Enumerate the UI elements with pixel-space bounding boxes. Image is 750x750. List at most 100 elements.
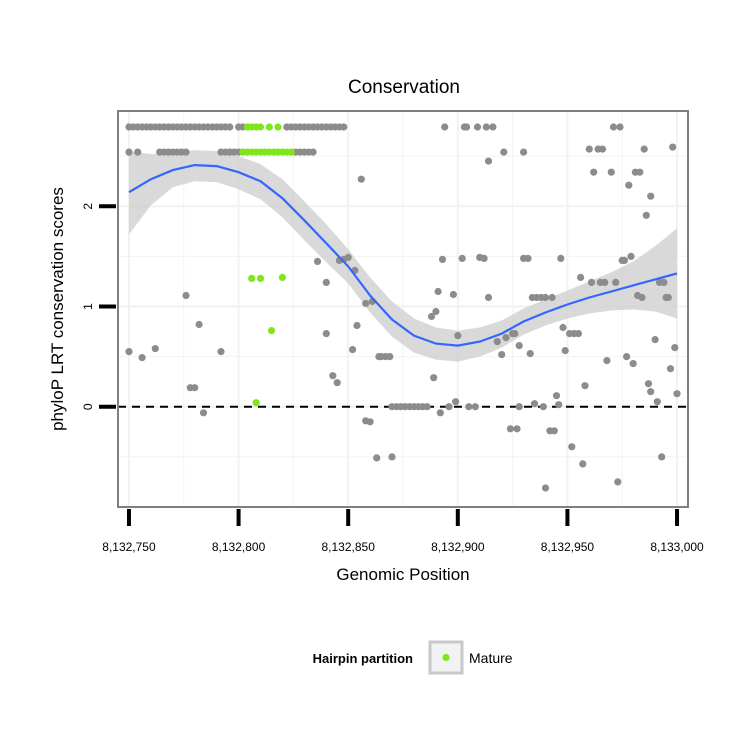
data-point <box>669 143 677 151</box>
data-point <box>614 478 622 486</box>
data-point <box>191 384 199 392</box>
data-point <box>620 256 629 264</box>
x-tick-label: 8,132,950 <box>541 540 595 554</box>
data-point <box>601 278 609 286</box>
mature-point <box>256 123 265 131</box>
data-point <box>550 427 558 435</box>
mature-point <box>265 123 273 131</box>
data-point <box>217 348 225 356</box>
data-point <box>651 336 659 344</box>
x-tick-label: 8,132,850 <box>321 540 375 554</box>
data-point <box>349 346 357 354</box>
data-point <box>574 330 583 338</box>
data-point <box>647 192 655 200</box>
data-point <box>430 374 438 382</box>
data-point <box>609 123 618 131</box>
data-point <box>362 299 370 308</box>
data-point <box>552 392 561 400</box>
data-point <box>607 168 615 176</box>
data-point <box>590 168 598 176</box>
x-axis-ticks: 8,132,750 8,132,800 8,132,850 8,132,900 8,13… <box>102 509 704 554</box>
data-point <box>644 380 653 388</box>
data-point <box>484 157 493 165</box>
data-point <box>530 400 539 408</box>
data-point <box>511 330 519 338</box>
data-point <box>463 123 471 131</box>
data-point <box>436 409 444 417</box>
data-point <box>471 403 479 411</box>
data-point <box>313 257 322 265</box>
data-point <box>454 332 462 340</box>
smooth-trend-line <box>128 163 678 347</box>
data-point <box>627 252 635 260</box>
data-point <box>671 344 679 352</box>
mature-point <box>267 327 276 335</box>
data-point <box>134 148 142 156</box>
y-tick-label: 2 <box>81 203 95 210</box>
data-point <box>138 354 146 362</box>
data-point <box>568 443 576 451</box>
data-point <box>333 379 341 387</box>
data-point <box>366 418 374 426</box>
data-point <box>182 291 190 300</box>
confidence-band-layer <box>129 150 677 362</box>
data-point <box>664 293 672 302</box>
y-axis-label: phyloP LRT conservation scores <box>48 187 67 431</box>
data-point <box>452 398 460 406</box>
x-tick-label: 8,133,000 <box>650 540 704 554</box>
data-point <box>125 148 133 156</box>
data-point <box>660 278 668 286</box>
y-tick-label: 1 <box>81 303 95 310</box>
data-point <box>473 123 482 131</box>
data-point <box>515 403 523 411</box>
data-point <box>555 401 563 409</box>
y-axis-ticks: 0 1 2 <box>81 203 116 410</box>
data-point <box>441 123 449 131</box>
x-tick-label: 8,132,750 <box>102 540 156 554</box>
data-point <box>438 255 447 263</box>
data-point <box>151 345 159 353</box>
data-point <box>465 403 473 411</box>
data-point <box>647 388 655 396</box>
data-point <box>480 254 488 262</box>
data-point <box>498 351 506 359</box>
data-point <box>502 334 510 342</box>
panel-border <box>117 110 689 508</box>
data-point <box>309 148 317 156</box>
data-point <box>432 307 440 316</box>
data-point <box>587 278 596 286</box>
data-point <box>548 293 556 302</box>
legend-title: Hairpin partition <box>313 651 413 666</box>
data-point <box>638 293 646 302</box>
legend: Hairpin partition Mature <box>313 640 513 675</box>
mature-points <box>239 123 295 407</box>
mature-point <box>278 273 286 281</box>
x-tick-label: 8,132,800 <box>212 540 266 554</box>
data-point <box>427 312 436 321</box>
data-point <box>673 390 681 398</box>
data-point <box>636 168 644 176</box>
data-point <box>581 382 589 390</box>
data-point <box>603 357 611 365</box>
data-point <box>500 148 508 156</box>
data-point <box>445 403 453 411</box>
x-axis-label: Genomic Position <box>336 565 469 584</box>
data-point <box>493 338 501 346</box>
data-point <box>612 278 620 286</box>
data-point <box>579 460 587 468</box>
chart-title: Conservation <box>348 77 460 98</box>
data-point <box>640 145 648 153</box>
data-point <box>515 342 523 350</box>
data-point <box>559 323 567 332</box>
data-point <box>625 181 633 189</box>
data-point <box>561 347 569 355</box>
data-point <box>513 425 521 433</box>
data-point <box>616 123 624 131</box>
data-point <box>195 320 203 329</box>
data-point <box>340 123 348 131</box>
data-point <box>629 360 637 368</box>
data-point <box>585 145 593 153</box>
data-point <box>329 372 337 380</box>
data-point <box>388 453 396 461</box>
